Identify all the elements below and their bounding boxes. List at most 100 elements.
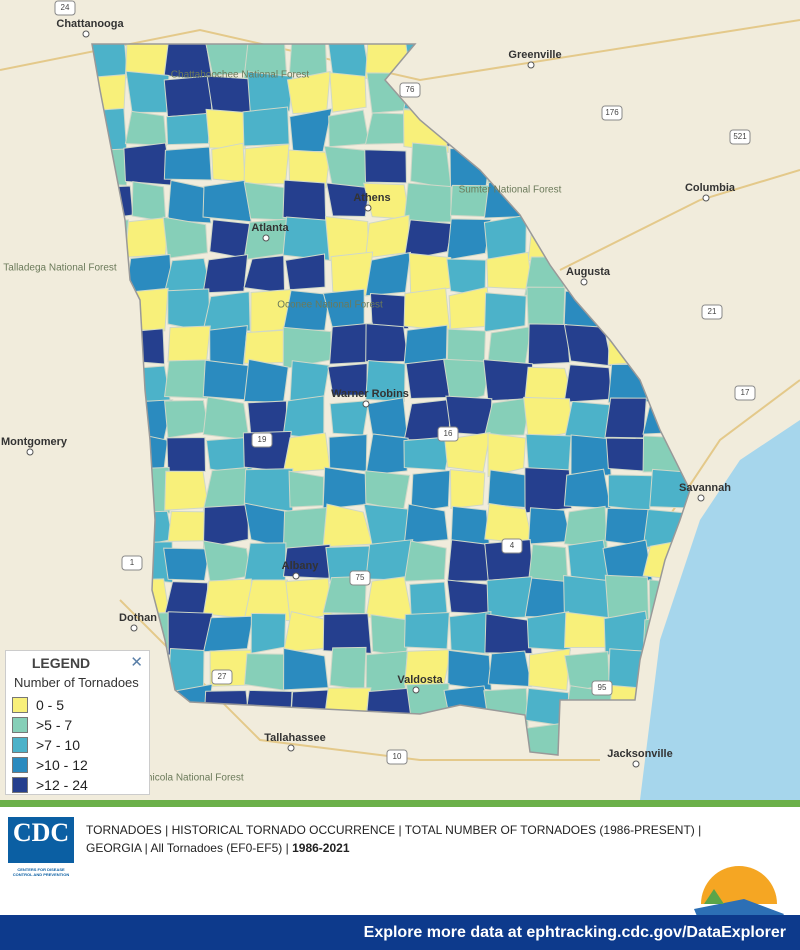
county — [365, 251, 412, 297]
county — [483, 214, 527, 261]
county — [403, 436, 453, 471]
road-shield — [211, 669, 233, 685]
county — [329, 646, 367, 691]
road-number: 95 — [598, 683, 607, 692]
road-number: 27 — [218, 672, 227, 681]
legend-swatch — [12, 737, 28, 753]
county — [206, 75, 253, 114]
county — [243, 44, 288, 81]
county — [486, 576, 533, 619]
county — [563, 611, 611, 649]
county — [202, 179, 252, 223]
county — [243, 329, 288, 364]
county — [607, 474, 654, 512]
city-label: Montgomery — [1, 436, 68, 448]
county — [410, 142, 452, 190]
road-number: 521 — [733, 132, 747, 141]
legend-items: 0 - 5 >5 - 7 >7 - 10 >10 - 12 >12 - 24 — [12, 695, 88, 795]
county — [288, 470, 325, 508]
road-shield — [729, 129, 751, 145]
county — [447, 649, 492, 691]
county — [163, 146, 212, 181]
road-number: 75 — [356, 573, 365, 582]
forest-label: Chattahoochee National Forest — [171, 70, 310, 81]
county — [369, 293, 410, 331]
county — [446, 328, 486, 365]
legend-item: 0 - 5 — [12, 695, 88, 715]
county — [484, 502, 534, 545]
county — [323, 145, 370, 189]
footer-link[interactable]: Explore more data at ephtracking.cdc.gov… — [363, 924, 786, 941]
city-dot — [632, 760, 640, 768]
county — [289, 108, 333, 152]
county — [524, 467, 573, 514]
road-shield — [437, 426, 459, 442]
legend-label: >10 - 12 — [36, 757, 88, 773]
city-dot — [362, 400, 370, 408]
road-number: 1 — [130, 558, 135, 567]
road-shield — [386, 749, 408, 765]
city-label: Athens — [353, 192, 390, 204]
county — [443, 358, 491, 406]
county — [365, 433, 409, 476]
legend-swatch — [12, 777, 28, 793]
road-number: 17 — [741, 388, 750, 397]
forest-label: Sumter National Forest — [459, 185, 562, 196]
cdc-logo: CDC CENTERS FOR DISEASE CONTROL AND PREVE… — [8, 817, 74, 877]
county — [282, 289, 330, 332]
road-shield — [601, 105, 623, 121]
county — [167, 510, 209, 542]
city-label: Greenville — [508, 49, 561, 61]
city-label: Columbia — [685, 182, 736, 194]
ocean — [640, 420, 800, 800]
road-shield — [251, 432, 273, 448]
road-number: 10 — [393, 752, 402, 761]
county — [202, 615, 254, 653]
county — [366, 397, 409, 439]
road-shield — [734, 385, 756, 401]
county — [250, 613, 287, 654]
road-shield — [701, 304, 723, 320]
legend-label: >12 - 24 — [36, 777, 88, 793]
county — [166, 437, 206, 477]
county — [325, 182, 371, 217]
road-shield — [501, 538, 523, 554]
county — [246, 71, 294, 116]
county — [403, 324, 448, 365]
county — [365, 650, 408, 694]
county — [163, 547, 211, 582]
county — [242, 106, 290, 147]
city-label: Jacksonville — [607, 748, 672, 760]
legend-item: >12 - 24 — [12, 775, 88, 795]
county — [487, 432, 527, 478]
county — [288, 149, 331, 189]
city-dot — [527, 61, 535, 69]
county — [448, 611, 492, 655]
footer-bar: Explore more data at ephtracking.cdc.gov… — [0, 915, 800, 950]
county — [484, 613, 533, 655]
forest-label: Oconee National Forest — [277, 300, 383, 311]
city-label: Valdosta — [397, 674, 443, 686]
footer-years: 1986-2021 — [292, 841, 350, 855]
county — [328, 433, 368, 472]
county — [484, 292, 527, 333]
county — [528, 648, 571, 691]
county — [405, 358, 450, 399]
legend-close[interactable]: ✕ — [130, 654, 143, 671]
legend-label: >5 - 7 — [36, 717, 73, 733]
footer-text: TORNADOES | HISTORICAL TORNADO OCCURRENC… — [86, 821, 701, 857]
county — [243, 181, 290, 221]
county — [449, 469, 486, 509]
county — [527, 323, 571, 366]
legend-label: >7 - 10 — [36, 737, 80, 753]
county — [125, 216, 169, 258]
county — [329, 322, 373, 365]
city-label: Atlanta — [251, 222, 289, 234]
road-shield — [349, 570, 371, 586]
county — [202, 254, 249, 294]
county — [243, 542, 287, 582]
logo-subtext: CENTERS FOR DISEASE CONTROL AND PREVENTI… — [12, 867, 70, 877]
city-label: Warner Robins — [331, 388, 409, 400]
road-shield — [399, 82, 421, 98]
county — [563, 364, 613, 403]
